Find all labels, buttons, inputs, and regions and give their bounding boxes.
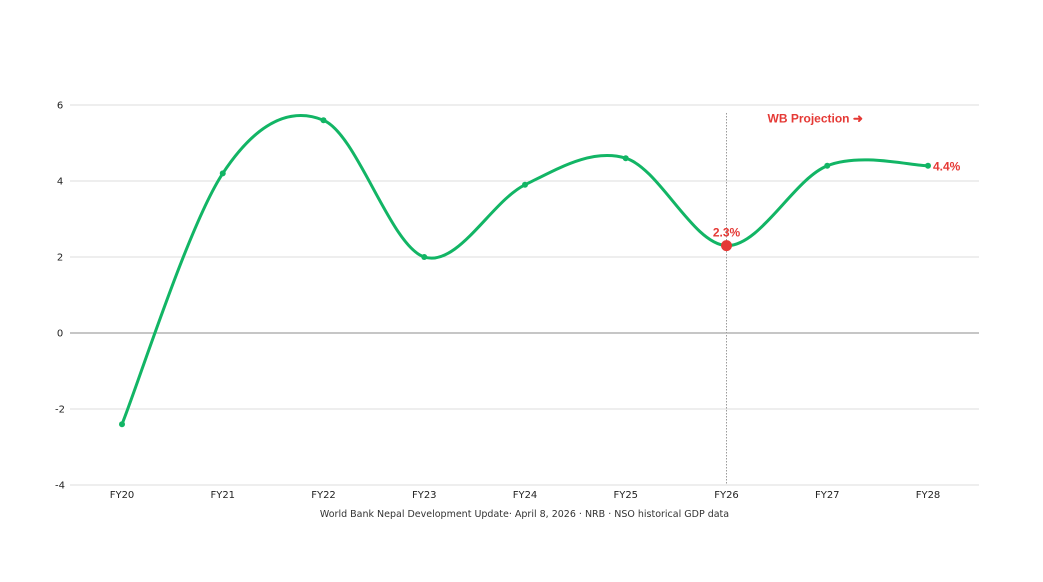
data-point [522, 181, 528, 188]
x-tick-label: FY24 [513, 490, 538, 501]
grid-lines [70, 104, 979, 486]
x-axis-ticks: FY20 FY21 FY22 FY23 FY24 FY25 FY26 FY27 FY28 [110, 490, 941, 501]
data-point [622, 155, 629, 162]
data-point [219, 170, 226, 177]
x-tick-label: FY25 [613, 490, 638, 501]
x-tick-label: FY21 [210, 490, 235, 501]
x-tick-label: FY22 [311, 490, 336, 501]
x-tick-label: FY27 [815, 490, 840, 501]
data-point [320, 117, 327, 124]
x-tick-label: FY26 [714, 490, 739, 501]
source-note: World Bank Nepal Development Update· Apr… [320, 509, 729, 520]
y-tick-label: 0 [57, 329, 63, 340]
x-tick-label: FY28 [916, 490, 941, 501]
projection-label: WB Projection ➜ [768, 111, 863, 125]
data-point [119, 421, 125, 428]
end-value-label: 4.4% [933, 159, 961, 173]
y-tick-label: 2 [57, 253, 63, 264]
x-tick-label: FY20 [110, 490, 135, 501]
y-tick-label: -2 [55, 405, 65, 416]
y-tick-label: 6 [57, 101, 63, 112]
highlight-data-point [721, 240, 732, 252]
y-tick-label: 4 [57, 177, 63, 188]
series-line [120, 114, 930, 426]
y-tick-label: -4 [55, 481, 65, 492]
data-point [925, 162, 931, 169]
data-point [421, 254, 428, 260]
highlight-value-label: 2.3% [713, 226, 741, 240]
data-points [119, 117, 931, 428]
data-point [824, 162, 831, 169]
y-axis-ticks: -4 -2 0 2 4 6 [55, 101, 65, 492]
x-tick-label: FY23 [412, 490, 437, 501]
